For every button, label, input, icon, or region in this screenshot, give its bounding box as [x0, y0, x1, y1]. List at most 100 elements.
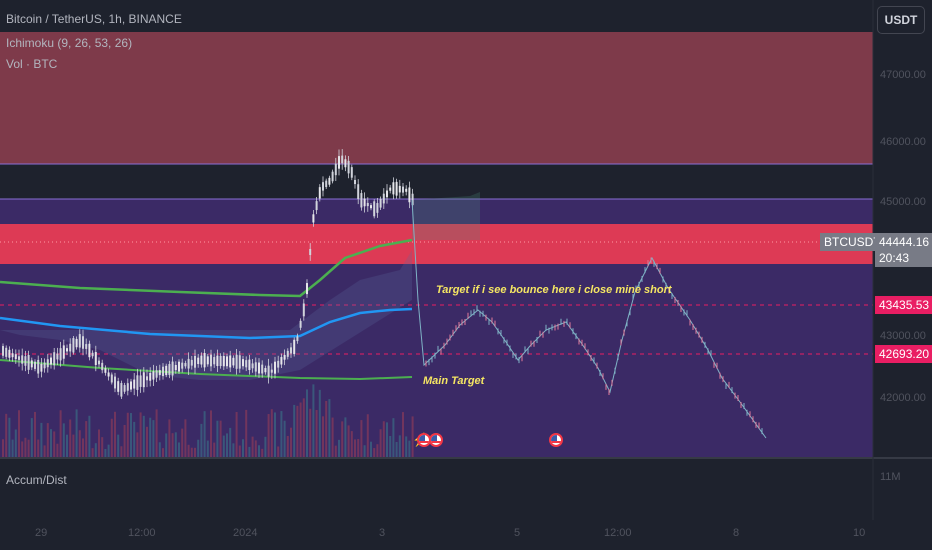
- volume-bar: [171, 433, 174, 457]
- volume-bar: [142, 415, 145, 457]
- candle-body: [203, 352, 206, 368]
- candle-body: [50, 357, 52, 365]
- candle-body: [325, 180, 328, 188]
- volume-bar: [318, 389, 321, 457]
- volume-bar: [5, 413, 8, 457]
- price-tick: 42000.00: [880, 392, 926, 404]
- candle-body: [40, 363, 43, 372]
- candle-body: [155, 370, 158, 378]
- symbol-title[interactable]: Bitcoin / TetherUS, 1h, BINANCE: [6, 12, 182, 26]
- volume-bar: [277, 446, 280, 457]
- candle-body: [382, 193, 385, 204]
- candle-body: [235, 354, 238, 369]
- candle-body: [299, 320, 302, 328]
- volume-bar: [40, 422, 43, 457]
- last-price-tag: 44444.16 20:43: [875, 233, 932, 267]
- volume-bar: [101, 437, 104, 457]
- indicator-volume-label[interactable]: Vol · BTC: [6, 57, 58, 71]
- candle-body: [46, 359, 49, 368]
- us-flag-icon[interactable]: [429, 433, 443, 447]
- candle-body: [370, 205, 372, 209]
- volume-bar: [315, 410, 318, 457]
- candle-body: [152, 371, 155, 380]
- candle-body: [168, 364, 171, 375]
- volume-bar: [350, 431, 353, 457]
- candle-body: [238, 355, 241, 369]
- volume-bar: [379, 429, 382, 457]
- candle-body: [338, 156, 340, 169]
- time-tick: 12:00: [604, 527, 632, 539]
- candle-body: [107, 372, 110, 377]
- candle-body: [354, 179, 356, 185]
- currency-button[interactable]: USDT: [877, 6, 925, 34]
- volume-bar: [261, 448, 264, 457]
- volume-bar: [162, 448, 164, 457]
- volume-bar: [200, 423, 203, 457]
- candle-body: [376, 203, 379, 213]
- price-tick: 46000.00: [880, 136, 926, 148]
- volume-bar: [389, 435, 392, 457]
- volume-bar: [258, 445, 260, 457]
- volume-bar: [203, 411, 206, 457]
- volume-bar: [34, 411, 36, 457]
- candle-body: [216, 355, 219, 367]
- candle-body: [315, 201, 318, 211]
- volume-bar: [280, 411, 283, 457]
- volume-bar: [136, 432, 139, 457]
- candle-body: [286, 350, 289, 357]
- indicator-ichimoku-label[interactable]: Ichimoku (9, 26, 53, 26): [6, 36, 133, 50]
- candle-body: [334, 163, 337, 176]
- volume-bar: [66, 434, 68, 457]
- candle-body: [197, 357, 200, 365]
- candle-body: [398, 185, 401, 193]
- candle-body: [200, 355, 203, 365]
- volume-bar: [254, 440, 257, 457]
- volume-bar: [398, 435, 401, 457]
- candle-body: [264, 368, 267, 373]
- accum-dist-label[interactable]: Accum/Dist: [6, 473, 67, 487]
- candle-body: [318, 187, 321, 199]
- volume-bar: [408, 440, 411, 457]
- volume-bar: [341, 421, 344, 457]
- candle-body: [222, 355, 225, 367]
- volume-bar: [386, 422, 388, 457]
- volume-bar: [194, 447, 196, 457]
- volume-bar: [27, 439, 30, 457]
- volume-bar: [267, 414, 270, 457]
- candle-body: [120, 383, 123, 397]
- candle-body: [126, 383, 129, 391]
- candle-body: [98, 360, 100, 365]
- volume-bar: [357, 439, 360, 457]
- volume-bar: [322, 416, 324, 457]
- candle-body: [392, 182, 395, 195]
- candle-body: [136, 375, 139, 390]
- candle-body: [360, 193, 363, 208]
- volume-bar: [283, 420, 286, 457]
- volume-bar: [296, 405, 299, 457]
- candle-body: [142, 372, 145, 388]
- candle-body: [37, 359, 40, 374]
- candle-body: [267, 365, 270, 377]
- volume-bar: [174, 432, 177, 457]
- volume-bar: [302, 398, 305, 457]
- candle-body: [270, 369, 273, 373]
- volume-bar: [392, 418, 395, 457]
- candle-body: [130, 381, 132, 390]
- volume-bar: [274, 412, 276, 457]
- candle-body: [296, 336, 299, 342]
- volume-bar: [30, 418, 33, 457]
- candle-body: [213, 357, 216, 365]
- volume-bar: [405, 436, 408, 457]
- volume-series: [2, 384, 414, 457]
- bar-countdown: 20:43: [879, 251, 910, 265]
- volume-bar: [376, 444, 379, 457]
- volume-bar: [347, 425, 350, 457]
- volume-bar: [206, 440, 209, 457]
- candle-body: [165, 365, 168, 376]
- us-flag-icon[interactable]: [549, 433, 563, 447]
- level-tag-upper: 43435.53: [875, 296, 932, 314]
- candle-body: [290, 347, 292, 354]
- candle-body: [69, 343, 72, 352]
- candle-body: [94, 352, 97, 365]
